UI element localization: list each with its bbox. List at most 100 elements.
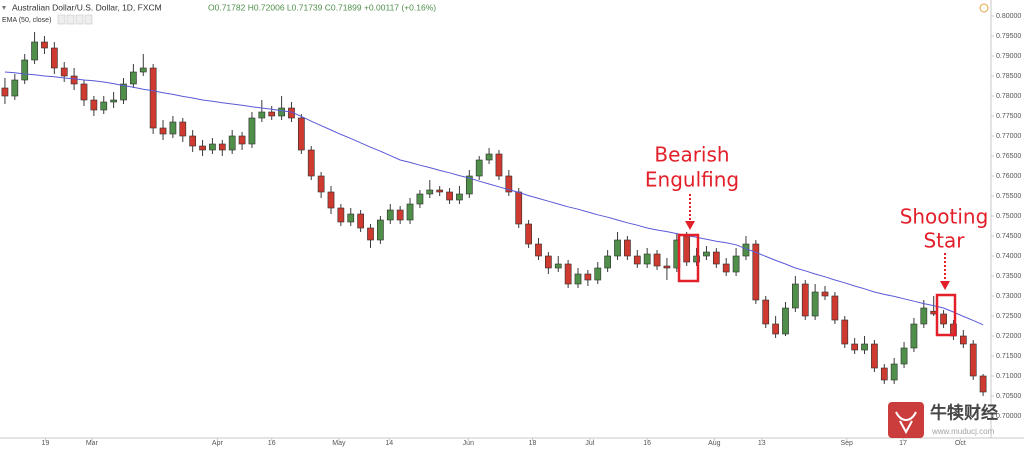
x-tick-label: Sep [841,440,854,447]
candle-body [584,273,592,281]
candle-body [485,153,493,161]
x-tick-label: 18 [529,440,537,447]
candle-body [880,367,888,381]
candle-body [643,253,651,265]
candle-body [436,189,444,193]
watermark-url: www.muducj.com [931,427,995,436]
candle-body [614,239,621,257]
candle-body [149,67,157,129]
collapse-icon [2,6,6,10]
y-tick-label: 0.76000 [996,173,1021,180]
y-tick-label: 0.77500 [996,113,1021,120]
candle-body [792,283,799,309]
x-tick-label: 19 [42,440,50,447]
candle-body [712,251,720,265]
indicator-button[interactable] [66,14,75,25]
y-tick-label: 0.76500 [996,153,1021,160]
y-tick-label: 0.70000 [996,413,1021,420]
candle-body [228,135,236,151]
candle-body [801,283,809,317]
x-tick-label: May [332,440,346,447]
candle-body [772,323,779,335]
candle-body [317,175,325,193]
candle-body [624,239,631,257]
candle-body [505,175,513,193]
candle-body [327,191,335,209]
candle-body [544,255,552,269]
candle-body [722,263,730,273]
symbol-title: Australian Dollar/U.S. Dollar, 1D, FXCM [12,2,162,12]
candle-body [248,117,256,145]
candle-body [406,203,414,221]
candle-body [11,79,19,97]
header: Australian Dollar/U.S. Dollar, 1D, FXCM … [2,2,989,25]
candle-body [386,209,394,221]
candle-body [70,75,78,85]
candle-body [861,343,868,351]
candle-body [218,143,226,151]
ema-line [4,71,984,326]
candle-body [752,243,760,301]
candle-body [268,111,276,117]
alert-icon[interactable] [979,3,989,13]
candle-body [979,375,987,393]
annotation: Shooting [900,205,989,229]
candle-body [564,263,572,285]
x-tick-label: 16 [643,440,651,447]
candle-body [910,323,918,349]
x-tick-label: 16 [268,440,276,447]
candle-body [416,193,424,205]
candle-body [297,117,305,151]
x-tick-label: Mar [86,440,99,447]
candle-body [782,307,789,335]
candle-body [693,255,700,263]
candle-body [159,127,167,135]
candle-body [426,189,434,195]
candle-body [683,235,691,263]
indicator-button[interactable] [75,14,84,25]
watermark-name: 牛犊财经 [930,402,998,422]
y-tick-label: 0.71500 [996,353,1021,360]
candle-body [209,143,216,151]
candle-body [307,149,315,177]
candle-body [465,175,473,195]
candle-body [811,291,819,317]
candle-body [31,41,38,61]
x-tick-label: Aug [708,440,721,447]
candle-body [604,255,612,269]
candle-body [199,145,206,151]
indicator-button[interactable] [84,14,93,25]
candle-body [515,191,523,225]
candle-body [50,47,58,69]
candle-body [357,213,364,229]
highlight-box [935,293,957,337]
candle-body [495,153,503,177]
candle-body [446,191,453,201]
indicator-button[interactable] [57,14,66,25]
arrow-head [940,281,950,290]
candle-body [1,87,9,97]
candle-body [762,299,770,325]
y-tick-label: 0.78500 [996,73,1021,80]
arrow-head [685,221,695,230]
annotation: Bearish [654,143,729,167]
candle-body [841,319,849,345]
candle-body [258,111,266,119]
y-tick-label: 0.74500 [996,233,1021,240]
candle-body [80,83,88,101]
candle-body [920,307,928,325]
y-tick-label: 0.79500 [996,33,1021,40]
y-tick-label: 0.74000 [996,253,1021,260]
y-tick-label: 0.72000 [996,333,1021,340]
y-tick-label: 0.72500 [996,313,1021,320]
candle-body [139,67,147,73]
candle-body [475,159,483,177]
candle-body [959,335,967,345]
candle-body [890,363,898,381]
candle-body [60,67,68,77]
candle-body [969,343,977,377]
x-tick-label: 14 [385,440,393,447]
indicator-label: EMA (50, close) [2,17,51,24]
candle-body [653,253,661,267]
